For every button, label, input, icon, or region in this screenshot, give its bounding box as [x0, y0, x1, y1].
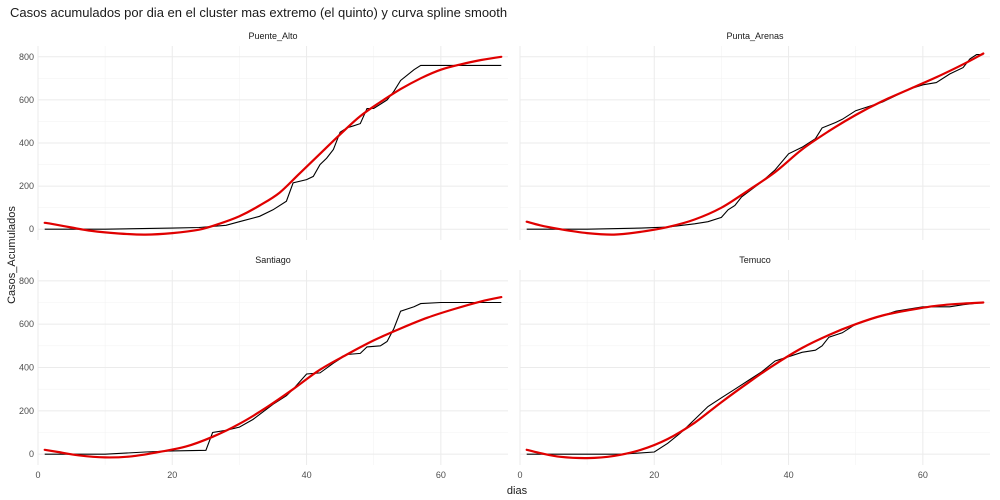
y-tick-label: 0	[29, 449, 34, 459]
x-tick-label: 20	[167, 470, 177, 480]
facet-label: Puente_Alto	[248, 31, 297, 41]
x-tick-label: 20	[649, 470, 659, 480]
x-tick-label: 0	[517, 470, 522, 480]
observed-series-line	[44, 301, 502, 455]
y-tick-label: 600	[19, 95, 34, 105]
y-tick-label: 400	[19, 363, 34, 373]
y-tick-label: 600	[19, 319, 34, 329]
panel-temuco: Temuco 0 20 40 60	[517, 255, 990, 480]
observed-series-line	[44, 64, 502, 230]
spline-smooth-line	[43, 296, 503, 459]
y-tick-label: 800	[19, 52, 34, 62]
y-tick-label: 0	[29, 224, 34, 234]
spline-smooth-line	[525, 301, 985, 460]
x-tick-label: 60	[918, 470, 928, 480]
x-tick-label: 40	[784, 470, 794, 480]
observed-series-line	[526, 54, 984, 230]
facet-panels: Puente_Alto0200400600800Punta_ArenasSant…	[19, 31, 990, 480]
panel-punta-arenas: Punta_Arenas	[519, 31, 990, 240]
spline-smooth-line	[43, 55, 503, 236]
x-tick-label: 0	[35, 470, 40, 480]
y-tick-label: 200	[19, 406, 34, 416]
y-axis-label: Casos_Acumulados	[6, 206, 18, 304]
panel-puente-alto: Puente_Alto 0 200 400 600 800	[19, 31, 508, 240]
y-tick-label: 200	[19, 181, 34, 191]
x-tick-label: 60	[436, 470, 446, 480]
y-tick-label: 400	[19, 138, 34, 148]
facet-label: Temuco	[739, 255, 771, 265]
panel-santiago: Santiago 0 200 400 600 800 0 20 40 60	[19, 255, 508, 480]
x-tick-label: 40	[302, 470, 312, 480]
facet-label: Punta_Arenas	[726, 31, 784, 41]
chart-title: Casos acumulados por dia en el cluster m…	[10, 5, 507, 20]
spline-smooth-line	[525, 52, 985, 236]
y-tick-label: 800	[19, 276, 34, 286]
x-axis-label: dias	[507, 485, 528, 497]
facet-label: Santiago	[255, 255, 291, 265]
